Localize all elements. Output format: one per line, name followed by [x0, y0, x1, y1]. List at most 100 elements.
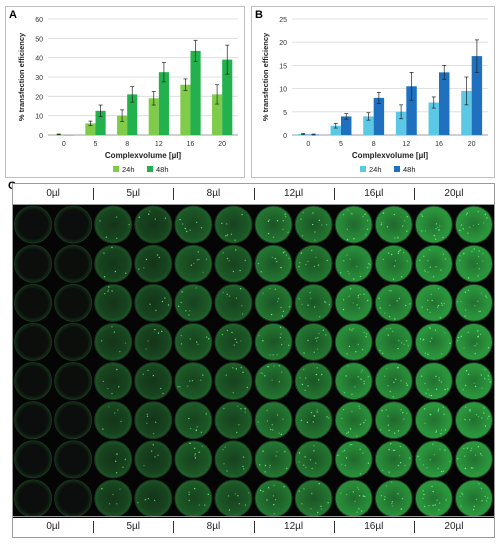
- cell-speck: [137, 502, 139, 504]
- cell-speck: [390, 253, 393, 256]
- x-tick-label: 5: [339, 141, 343, 148]
- cell-speck: [380, 224, 383, 226]
- cell-speck: [438, 509, 440, 511]
- cell-speck: [221, 333, 224, 336]
- x-tick-label: 8: [125, 141, 129, 148]
- cell-speck: [358, 495, 361, 497]
- cell-speck: [155, 309, 157, 312]
- cell-speck: [347, 431, 349, 433]
- cell-speck: [358, 405, 360, 407]
- cell-speck: [388, 471, 390, 473]
- cell-speck: [239, 288, 242, 290]
- cell-speck: [188, 493, 190, 496]
- cell-speck: [434, 504, 436, 506]
- cell-speck: [188, 314, 190, 316]
- cell-speck: [437, 410, 439, 412]
- cell-speck: [179, 386, 181, 388]
- cell-speck: [358, 488, 360, 491]
- cell-speck: [436, 306, 439, 308]
- cell-speck: [346, 432, 348, 435]
- cell-speck: [238, 503, 241, 505]
- cell-speck: [388, 315, 391, 318]
- cell-speck: [319, 316, 321, 318]
- well-fluorescence: [215, 206, 252, 243]
- well-fluorescence: [335, 323, 372, 360]
- bar-24h: [461, 90, 472, 135]
- cell-speck: [325, 224, 328, 226]
- cell-speck: [276, 220, 279, 222]
- cell-speck: [460, 224, 463, 226]
- cell-speck: [474, 305, 476, 307]
- cell-speck: [363, 422, 365, 424]
- cell-speck: [435, 388, 438, 390]
- cell-speck: [361, 369, 364, 371]
- cell-speck: [400, 508, 402, 510]
- cell-speck: [340, 272, 342, 274]
- cell-speck: [347, 365, 349, 367]
- cell-speck: [466, 212, 468, 214]
- cell-speck: [111, 246, 113, 249]
- cell-speck: [313, 415, 316, 417]
- cell-speck: [429, 459, 431, 461]
- cell-speck: [481, 500, 483, 502]
- cell-speck: [387, 385, 389, 387]
- cell-speck: [444, 429, 447, 431]
- cell-speck: [312, 223, 314, 226]
- cell-speck: [267, 232, 270, 235]
- plate-top-label: 0µl: [46, 188, 60, 199]
- cell-speck: [205, 258, 208, 260]
- cell-speck: [180, 334, 182, 337]
- cell-speck: [363, 293, 365, 295]
- cell-speck: [300, 252, 302, 254]
- cell-speck: [152, 432, 155, 435]
- well-fluorescence: [455, 284, 493, 321]
- well-fluorescence: [335, 480, 372, 517]
- cell-speck: [267, 487, 270, 489]
- cell-speck: [384, 312, 386, 314]
- cell-speck: [477, 300, 479, 302]
- cell-speck: [409, 303, 411, 305]
- cell-speck: [302, 211, 304, 214]
- cell-speck: [312, 421, 314, 423]
- cell-speck: [116, 237, 118, 239]
- well-fluorescence: [255, 323, 292, 360]
- cell-speck: [438, 229, 440, 231]
- cell-speck: [197, 343, 199, 346]
- cell-speck: [303, 368, 305, 371]
- cell-speck: [195, 429, 197, 432]
- cell-speck: [435, 238, 437, 240]
- legend-swatch: [147, 166, 153, 172]
- cell-speck: [489, 381, 491, 383]
- cell-speck: [321, 224, 323, 226]
- cell-speck: [475, 414, 478, 416]
- cell-speck: [222, 252, 224, 254]
- cell-speck: [473, 248, 475, 250]
- cell-speck: [195, 221, 198, 224]
- cell-speck: [367, 299, 369, 302]
- well-fluorescence: [215, 245, 252, 282]
- cell-speck: [262, 340, 264, 342]
- cell-speck: [235, 249, 237, 251]
- well-fluorescence: [375, 323, 412, 360]
- well-fluorescence: [375, 363, 412, 400]
- y-tick-label: 40: [35, 56, 43, 63]
- cell-speck: [146, 413, 148, 415]
- cell-speck: [273, 484, 275, 486]
- cell-speck: [353, 278, 355, 280]
- cell-speck: [102, 428, 104, 430]
- cell-speck: [275, 455, 277, 457]
- cell-speck: [444, 449, 446, 451]
- cell-speck: [387, 415, 389, 417]
- cell-speck: [320, 508, 323, 510]
- cell-speck: [356, 487, 359, 489]
- well-plate-image: [13, 205, 494, 518]
- cell-speck: [405, 382, 408, 385]
- cell-speck: [187, 385, 189, 387]
- cell-speck: [367, 462, 370, 464]
- cell-speck: [316, 340, 318, 342]
- well-fluorescence: [55, 480, 92, 517]
- cell-speck: [232, 367, 234, 369]
- cell-speck: [238, 424, 240, 426]
- cell-speck: [356, 304, 358, 306]
- cell-speck: [481, 387, 483, 389]
